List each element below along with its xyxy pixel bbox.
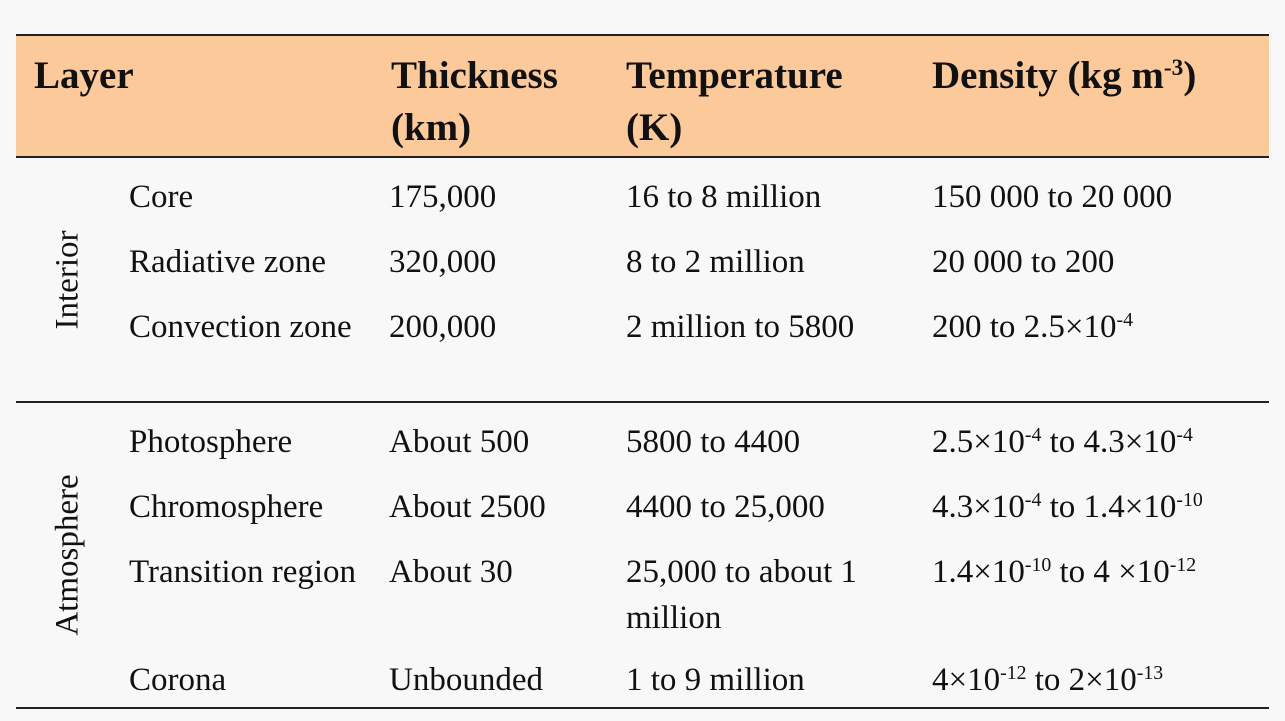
temperature-cell: 4400 to 25,000 — [626, 489, 825, 525]
density-cell: 200 to 2.5×10-4 — [932, 309, 1134, 345]
temperature-cell: 25,000 to about 1 million — [626, 554, 857, 636]
layer-name-cell: Core — [129, 179, 194, 215]
sun-layers-table: Layer Thickness (km) Temperature (K) Den… — [16, 34, 1269, 709]
thickness-cell: About 500 — [389, 424, 530, 460]
temperature-cell: 2 million to 5800 — [626, 309, 855, 345]
temperature-cell: 1 to 9 million — [626, 662, 805, 698]
temperature-cell: 5800 to 4400 — [626, 424, 801, 460]
header-temperature: Temperature (K) — [626, 54, 843, 149]
header-thickness: Thickness (km) — [391, 54, 558, 149]
density-cell: 1.4×10-10 to 4 ×10-12 — [932, 554, 1197, 590]
layer-name-cell: Convection zone — [129, 309, 352, 345]
thickness-cell: About 2500 — [389, 489, 546, 525]
layer-name-cell: Chromosphere — [129, 489, 324, 525]
thickness-cell: Unbounded — [389, 662, 543, 698]
layer-name-cell: Photosphere — [129, 424, 293, 460]
density-cell: 20 000 to 200 — [932, 244, 1115, 280]
table-header: Layer Thickness (km) Temperature (K) Den… — [16, 34, 1269, 158]
group-interior: Interior Core 175,000 16 to 8 million 150 0… — [16, 158, 1269, 403]
thickness-cell: About 30 — [389, 554, 513, 590]
thickness-cell: 175,000 — [389, 179, 497, 215]
density-cell: 4.3×10-4 to 1.4×10-10 — [932, 489, 1203, 525]
group-label-atmosphere: Atmosphere — [49, 474, 86, 636]
group-atmosphere: Atmosphere Photosphere About 500 5800 to 4… — [16, 403, 1269, 709]
density-cell: 2.5×10-4 to 4.3×10-4 — [932, 424, 1193, 460]
header-density: Density (kg m-3) — [932, 54, 1197, 97]
thickness-cell: 200,000 — [389, 309, 497, 345]
layer-name-cell: Transition region — [129, 554, 357, 590]
layer-name-cell: Corona — [129, 662, 227, 698]
group-label-interior: Interior — [49, 230, 86, 329]
density-cell: 150 000 to 20 000 — [932, 179, 1173, 215]
thickness-cell: 320,000 — [389, 244, 497, 280]
temperature-cell: 8 to 2 million — [626, 244, 805, 280]
temperature-cell: 16 to 8 million — [626, 179, 822, 215]
layer-name-cell: Radiative zone — [129, 244, 327, 280]
density-cell: 4×10-12 to 2×10-13 — [932, 662, 1164, 698]
header-layer: Layer — [34, 54, 134, 97]
